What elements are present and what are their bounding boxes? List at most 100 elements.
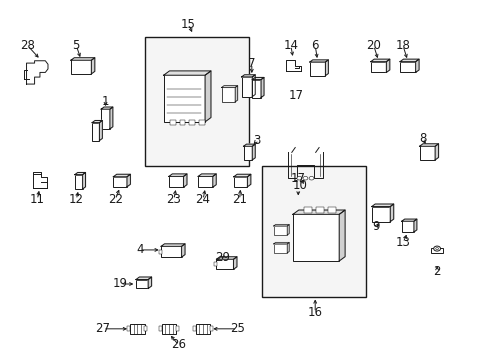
Text: 6: 6 (311, 39, 318, 52)
Polygon shape (235, 86, 237, 102)
Text: 23: 23 (166, 193, 181, 206)
Text: 15: 15 (181, 18, 196, 31)
Polygon shape (241, 75, 255, 77)
Bar (209, 326, 212, 331)
Text: 5: 5 (72, 39, 80, 52)
Polygon shape (127, 174, 130, 187)
Bar (144, 37, 249, 166)
Polygon shape (286, 225, 288, 235)
Bar (309, 62, 325, 76)
Text: 16: 16 (307, 306, 322, 319)
Bar (195, 324, 210, 334)
Bar (113, 177, 127, 187)
Text: 17: 17 (290, 172, 305, 185)
Polygon shape (204, 71, 210, 122)
Bar (127, 326, 130, 331)
Bar (303, 207, 311, 213)
Bar (261, 166, 366, 297)
Polygon shape (399, 59, 418, 62)
Text: 22: 22 (107, 193, 122, 206)
Polygon shape (212, 174, 216, 187)
Polygon shape (386, 59, 389, 72)
Bar (221, 87, 235, 102)
Circle shape (433, 246, 440, 251)
Polygon shape (161, 244, 184, 246)
Circle shape (308, 176, 313, 180)
Bar (92, 123, 99, 140)
Bar (327, 207, 335, 213)
Bar (169, 120, 175, 125)
Polygon shape (198, 174, 216, 176)
Polygon shape (221, 86, 237, 87)
Text: 9: 9 (372, 220, 379, 233)
Bar (370, 62, 386, 72)
Bar (199, 120, 204, 125)
Polygon shape (252, 77, 264, 80)
Bar (430, 248, 442, 253)
Text: 26: 26 (171, 338, 186, 351)
Polygon shape (309, 60, 328, 62)
Polygon shape (75, 172, 85, 175)
Polygon shape (252, 75, 255, 96)
Polygon shape (163, 71, 210, 75)
Bar (163, 75, 204, 122)
Bar (252, 80, 261, 98)
Text: 14: 14 (283, 39, 298, 52)
Polygon shape (252, 144, 255, 160)
Polygon shape (286, 243, 288, 253)
Polygon shape (148, 277, 151, 288)
Bar (75, 175, 82, 189)
Text: 11: 11 (30, 193, 45, 206)
Bar (101, 109, 110, 129)
Polygon shape (168, 174, 186, 176)
Bar (399, 62, 415, 72)
Polygon shape (183, 174, 186, 187)
Bar (189, 120, 195, 125)
Bar (273, 244, 286, 253)
Polygon shape (415, 59, 418, 72)
Polygon shape (401, 219, 416, 221)
Text: 25: 25 (229, 322, 244, 335)
Polygon shape (101, 107, 113, 109)
Polygon shape (181, 244, 184, 257)
Text: 27: 27 (95, 322, 110, 335)
Bar (216, 259, 233, 269)
Bar (292, 214, 339, 261)
Bar (419, 146, 434, 160)
Polygon shape (113, 174, 130, 177)
Bar (168, 176, 183, 187)
Polygon shape (371, 204, 393, 207)
Polygon shape (91, 58, 95, 74)
Bar (243, 146, 252, 160)
Polygon shape (216, 257, 237, 259)
Bar (401, 221, 413, 232)
Polygon shape (243, 144, 255, 146)
Bar (179, 120, 185, 125)
Text: 19: 19 (112, 278, 127, 291)
Text: 12: 12 (69, 193, 83, 206)
Text: 8: 8 (418, 132, 426, 145)
Polygon shape (389, 204, 393, 222)
Polygon shape (99, 121, 102, 140)
Text: 10: 10 (292, 179, 307, 192)
Bar (198, 176, 212, 187)
Text: 4: 4 (136, 243, 143, 256)
Polygon shape (82, 172, 85, 189)
Polygon shape (413, 219, 416, 232)
Bar (130, 324, 144, 334)
Text: 17: 17 (287, 89, 303, 102)
Bar (371, 207, 389, 222)
Text: 18: 18 (395, 39, 409, 52)
Bar (241, 77, 252, 96)
Polygon shape (71, 58, 95, 60)
Bar (193, 326, 196, 331)
Bar (144, 326, 147, 331)
Text: 20: 20 (366, 39, 380, 52)
Text: 24: 24 (195, 193, 210, 206)
Bar (158, 249, 162, 254)
Polygon shape (233, 257, 237, 269)
Polygon shape (325, 60, 328, 76)
Bar (161, 324, 176, 334)
Polygon shape (261, 77, 264, 98)
Polygon shape (339, 210, 345, 261)
